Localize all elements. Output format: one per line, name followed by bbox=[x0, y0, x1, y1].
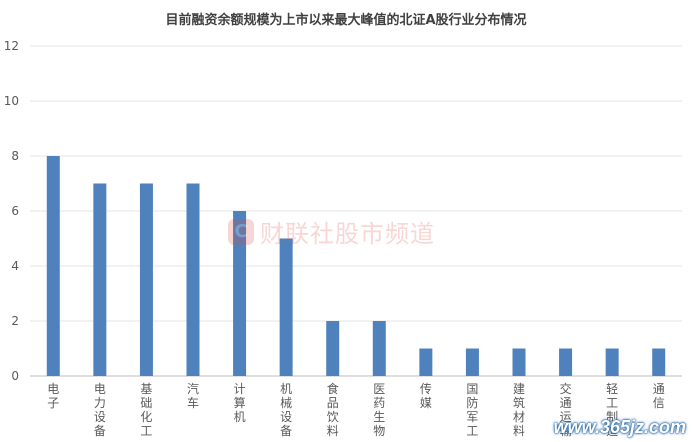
y-tick-label: 4 bbox=[11, 259, 19, 273]
x-tick-label: 计算机 bbox=[234, 382, 246, 424]
bar bbox=[512, 348, 526, 376]
x-tick-label: 电子 bbox=[47, 382, 59, 410]
x-tick-label: 食品饮料 bbox=[327, 381, 339, 438]
bar bbox=[93, 183, 107, 376]
bar bbox=[279, 238, 293, 376]
site-watermark: www.365jz.com bbox=[553, 417, 686, 437]
x-tick-label: 建筑材料 bbox=[513, 382, 525, 438]
chart-title: 目前融资余额规模为上市以来最大峰值的北证A股行业分布情况 bbox=[165, 13, 527, 28]
x-tick-label: 轻工制造 bbox=[606, 382, 618, 438]
bar bbox=[186, 183, 200, 376]
bars bbox=[46, 156, 666, 376]
y-tick-label: 8 bbox=[11, 149, 19, 163]
x-tick-label: 机械设备 bbox=[280, 382, 292, 438]
bar bbox=[372, 321, 386, 376]
x-tick-label: 传媒 bbox=[420, 381, 432, 410]
x-tick-label: 电力设备 bbox=[94, 382, 106, 438]
y-axis-ticks: 0 2 4 6 8 10 12 bbox=[4, 39, 19, 383]
y-tick-label: 2 bbox=[11, 314, 19, 328]
y-tick-label: 6 bbox=[11, 204, 19, 218]
y-tick-label: 0 bbox=[11, 369, 19, 383]
x-tick-label: 国防军工 bbox=[466, 382, 478, 438]
bar bbox=[233, 211, 247, 376]
gridlines bbox=[30, 45, 682, 377]
x-tick-label: 通信 bbox=[653, 382, 665, 410]
bar bbox=[652, 348, 666, 376]
x-axis-labels: 电子 电力设备 基础化工 汽车 计算机 机械设备 食品饮料 医药生物 传媒 国防军工 建筑材料 交通运… bbox=[47, 381, 664, 438]
bar bbox=[46, 156, 60, 376]
bar bbox=[465, 348, 479, 376]
bar bbox=[559, 348, 573, 376]
y-tick-label: 10 bbox=[4, 94, 19, 108]
bar bbox=[326, 321, 340, 376]
x-tick-label: 汽车 bbox=[187, 381, 199, 410]
x-tick-label: 医药生物 bbox=[373, 382, 385, 438]
bar bbox=[605, 348, 619, 376]
bar bbox=[419, 348, 433, 376]
y-tick-label: 12 bbox=[4, 39, 19, 53]
bar bbox=[139, 183, 153, 376]
x-tick-label: 基础化工 bbox=[140, 382, 152, 438]
x-tick-label: 交通运输 bbox=[560, 381, 572, 438]
